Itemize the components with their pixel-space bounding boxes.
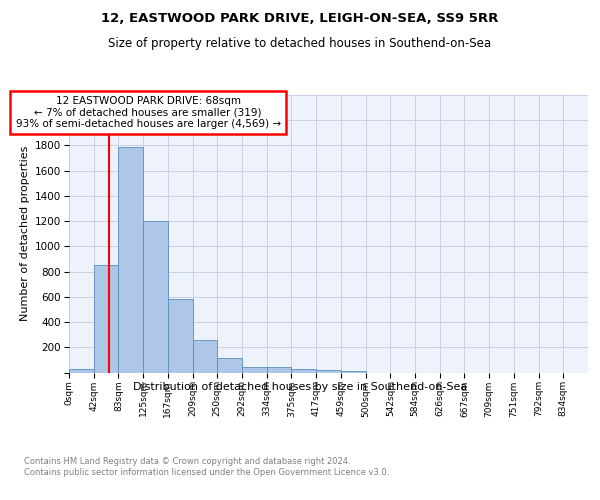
- Bar: [69, 368, 94, 372]
- Bar: [193, 340, 217, 372]
- Text: Distribution of detached houses by size in Southend-on-Sea: Distribution of detached houses by size …: [133, 382, 467, 392]
- Bar: [94, 266, 118, 372]
- Bar: [168, 300, 193, 372]
- Text: Contains HM Land Registry data © Crown copyright and database right 2024.
Contai: Contains HM Land Registry data © Crown c…: [24, 458, 389, 477]
- Bar: [341, 370, 365, 372]
- Bar: [267, 367, 292, 372]
- Bar: [143, 221, 168, 372]
- Bar: [242, 367, 267, 372]
- Text: Size of property relative to detached houses in Southend-on-Sea: Size of property relative to detached ho…: [109, 38, 491, 51]
- Text: 12 EASTWOOD PARK DRIVE: 68sqm
← 7% of detached houses are smaller (319)
93% of s: 12 EASTWOOD PARK DRIVE: 68sqm ← 7% of de…: [16, 96, 281, 130]
- Bar: [217, 358, 242, 372]
- Bar: [292, 368, 316, 372]
- Bar: [118, 146, 143, 372]
- Text: 12, EASTWOOD PARK DRIVE, LEIGH-ON-SEA, SS9 5RR: 12, EASTWOOD PARK DRIVE, LEIGH-ON-SEA, S…: [101, 12, 499, 26]
- Y-axis label: Number of detached properties: Number of detached properties: [20, 146, 29, 322]
- Bar: [316, 370, 341, 372]
